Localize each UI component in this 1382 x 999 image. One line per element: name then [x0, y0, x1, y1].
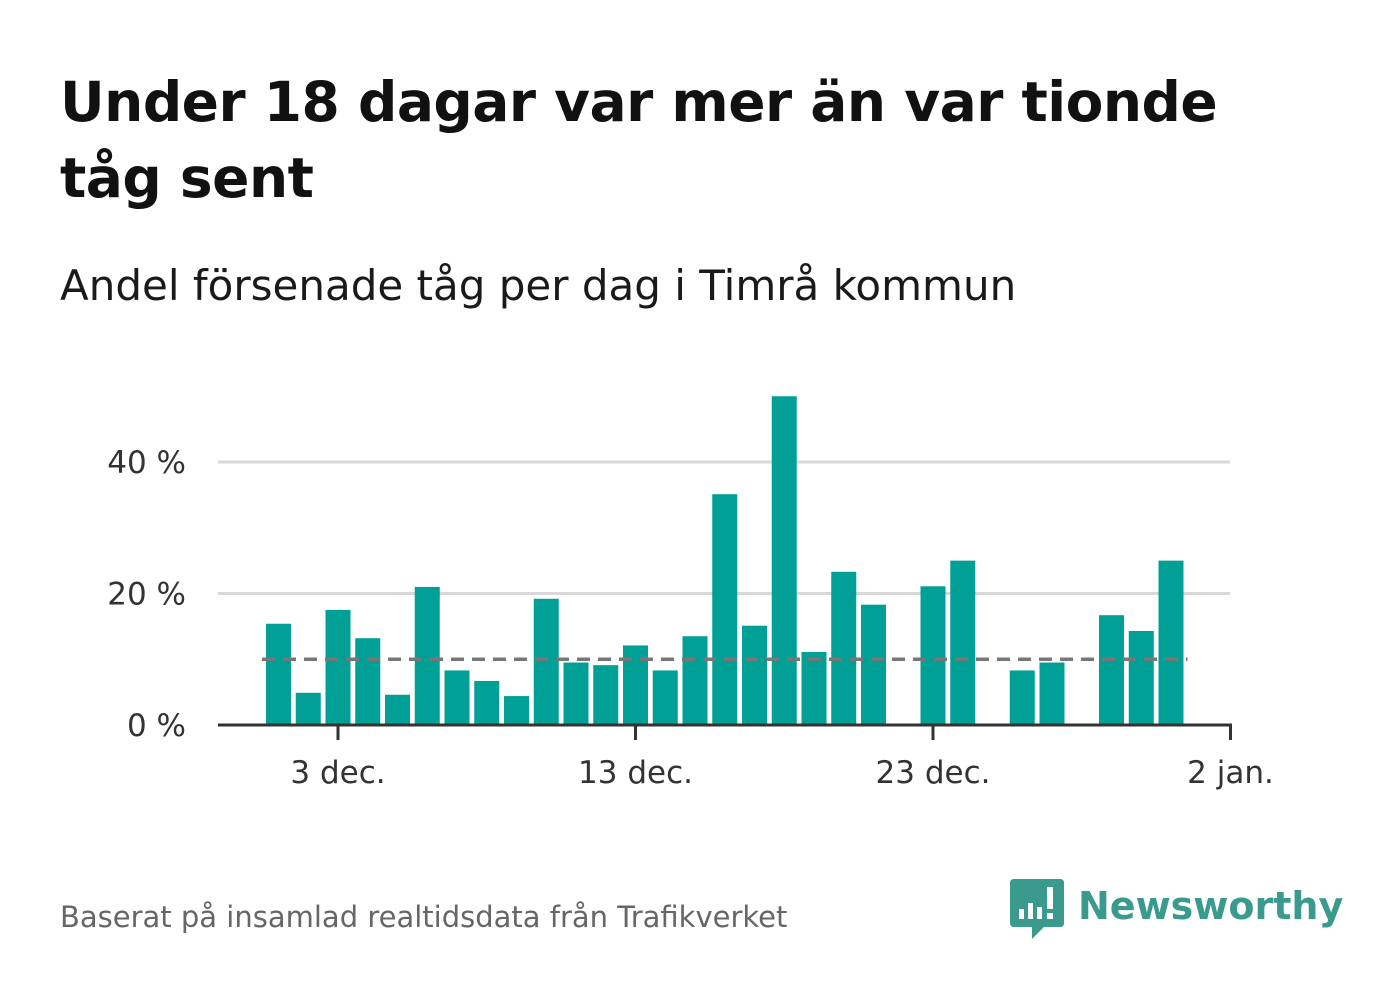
- bar: [831, 571, 857, 725]
- newsworthy-logo-icon: [1010, 879, 1064, 939]
- bar: [1009, 670, 1035, 725]
- bar: [861, 604, 886, 725]
- bar: [652, 670, 678, 725]
- bar: [950, 560, 976, 725]
- bar: [771, 396, 797, 725]
- x-tick-label: 2 jan.: [1187, 755, 1274, 791]
- bar: [444, 670, 470, 725]
- brand-logo: Newsworthy: [1010, 878, 1343, 942]
- bar: [920, 586, 946, 725]
- bar: [1039, 662, 1065, 725]
- bar: [1099, 615, 1124, 725]
- bar: [504, 696, 529, 725]
- bar: [682, 636, 708, 725]
- bar: [742, 625, 767, 725]
- bar: [266, 623, 291, 725]
- bar: [325, 609, 351, 725]
- source-note: Baserat på insamlad realtidsdata från Tr…: [60, 900, 788, 934]
- x-tick-label: 13 dec.: [578, 755, 693, 791]
- y-tick-label: 40 %: [107, 445, 186, 481]
- bar: [801, 652, 827, 725]
- bar: [1158, 560, 1184, 725]
- bar: [533, 598, 559, 725]
- bars: [266, 396, 1184, 725]
- bar: [474, 680, 500, 725]
- bar: [623, 645, 648, 725]
- x-tick-label: 3 dec.: [290, 755, 385, 791]
- bar: [563, 662, 589, 725]
- bar: [355, 638, 381, 725]
- bar: [593, 665, 619, 725]
- brand-name: Newsworthy: [1078, 884, 1344, 928]
- tick-labels: 0 % 20 % 40 % 3 dec. 13 dec. 23 dec. 2 jan.: [107, 445, 1274, 791]
- x-tick-label: 23 dec.: [876, 755, 991, 791]
- x-axis: [218, 723, 1232, 740]
- y-tick-label: 20 %: [107, 577, 186, 613]
- bar: [385, 694, 410, 725]
- bar: [414, 586, 440, 725]
- bar: [295, 692, 321, 725]
- bar-chart: 0 % 20 % 40 % 3 dec. 13 dec. 23 dec. 2 jan.: [107, 396, 1274, 791]
- bar: [1128, 630, 1154, 725]
- y-tick-label: 0 %: [127, 708, 186, 744]
- bar: [712, 494, 738, 725]
- chart-subtitle: Andel försenade tåg per dag i Timrå komm…: [60, 261, 1017, 310]
- chart-headline: Under 18 dagar var mer än var tionde tåg…: [60, 70, 1218, 210]
